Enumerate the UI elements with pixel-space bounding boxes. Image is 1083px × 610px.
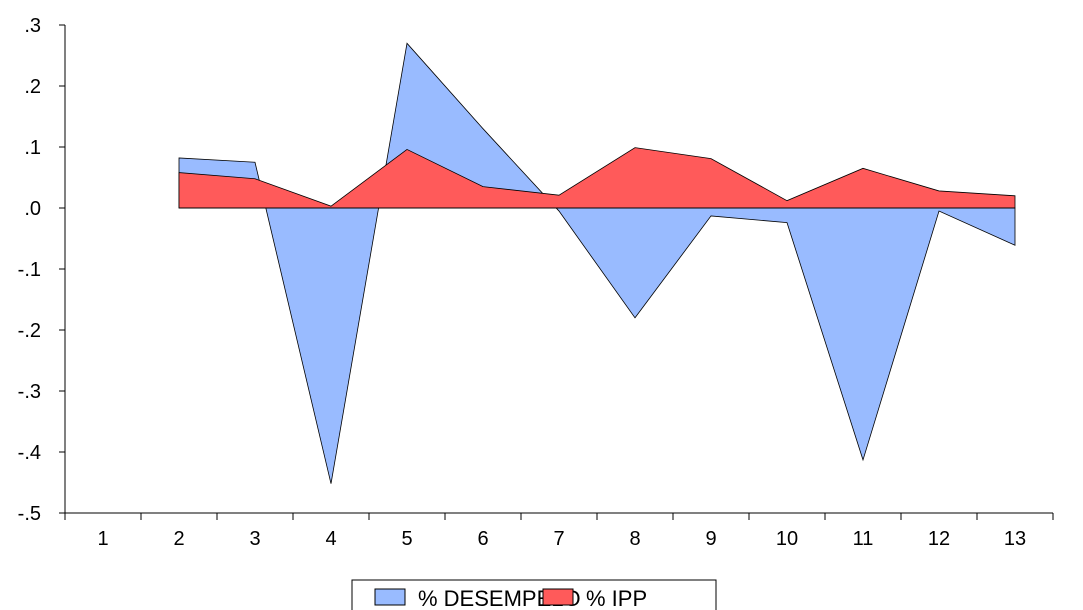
- y-tick-label: .0: [24, 198, 41, 220]
- y-axis-ticks: .3 .2 .1 .0 -.1 -.2 -.3 -.4 -.5: [18, 15, 65, 525]
- legend-box: [351, 579, 717, 610]
- x-tick-label: 9: [705, 528, 716, 550]
- x-tick-label: 2: [173, 528, 184, 550]
- y-tick-label: -.1: [18, 259, 41, 281]
- x-tick-label: 7: [553, 528, 564, 550]
- y-tick-label: -.2: [18, 320, 41, 342]
- x-tick-label: 10: [776, 528, 798, 550]
- x-tick-label: 1: [97, 528, 108, 550]
- plot-area: [178, 42, 1016, 484]
- legend-swatch: [542, 588, 574, 606]
- legend-swatch: [374, 588, 406, 606]
- x-tick-label: 8: [629, 528, 640, 550]
- x-tick-label: 3: [249, 528, 260, 550]
- x-axis-ticks: 1 2 3 4 5 6 7 8 9 10 11 12 13: [64, 513, 1054, 550]
- x-tick-label: 6: [477, 528, 488, 550]
- x-tick-label: 13: [1004, 528, 1026, 550]
- y-tick-label: -.3: [18, 381, 41, 403]
- x-tick-label: 5: [401, 528, 412, 550]
- x-tick-label: 4: [325, 528, 336, 550]
- legend: % DESEMPELO% IPP: [351, 579, 717, 610]
- x-tick-label: 11: [853, 528, 874, 550]
- legend-label: % IPP: [586, 586, 647, 610]
- y-tick-label: .1: [24, 137, 41, 159]
- series-area-1: [178, 42, 1016, 484]
- y-tick-label: -.4: [18, 442, 41, 464]
- y-tick-label: .2: [24, 76, 41, 98]
- y-tick-label: .3: [24, 15, 41, 37]
- series-area-2: [178, 147, 1016, 209]
- y-tick-label: -.5: [18, 503, 41, 525]
- x-tick-label: 12: [928, 528, 950, 550]
